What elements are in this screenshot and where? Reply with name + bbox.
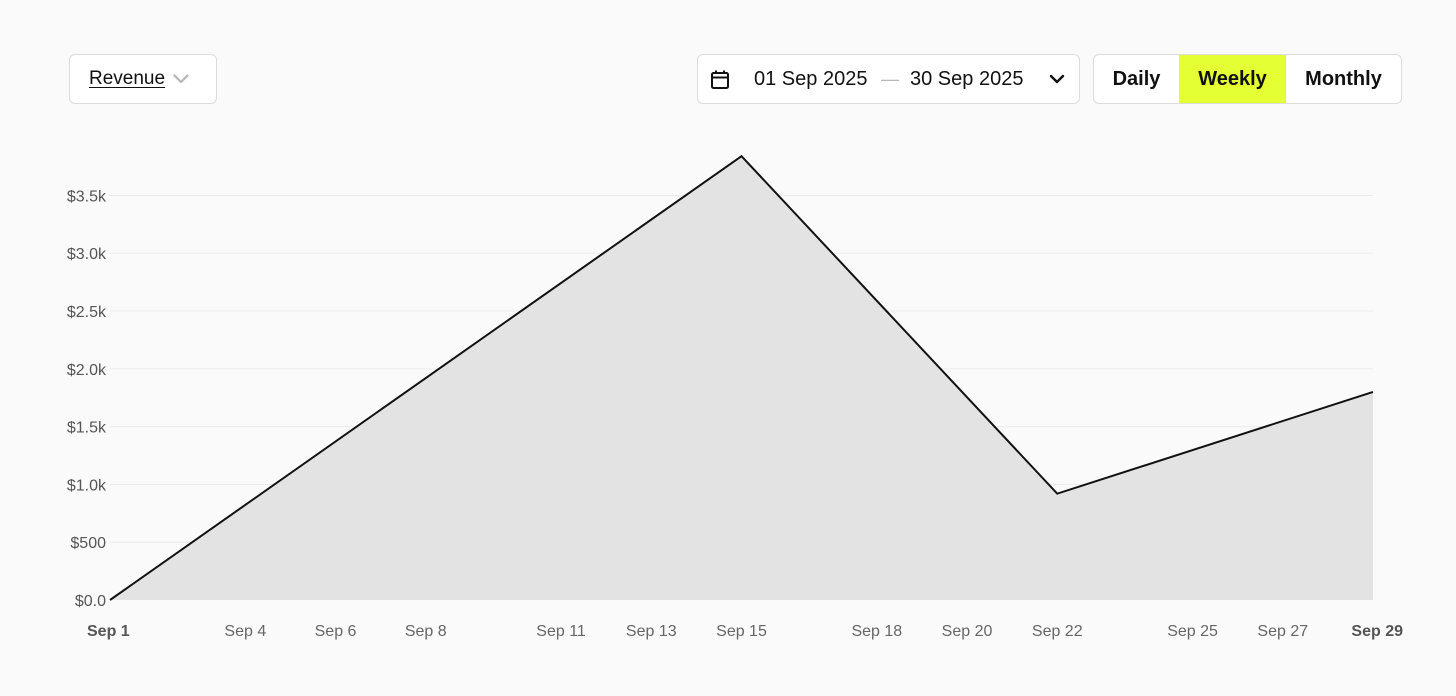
chevron-down-icon <box>173 74 189 84</box>
x-tick-label: Sep 18 <box>851 623 902 640</box>
granularity-toggle: Daily Weekly Monthly <box>1093 54 1402 104</box>
x-tick-label: Sep 1 <box>87 623 130 640</box>
date-range-picker[interactable]: 01 Sep 2025 — 30 Sep 2025 <box>697 54 1080 104</box>
revenue-area-fill <box>110 156 1373 601</box>
monthly-button[interactable]: Monthly <box>1305 67 1382 90</box>
date-range-separator: — <box>881 68 899 89</box>
x-tick-label: Sep 11 <box>536 623 586 640</box>
x-tick-label: Sep 15 <box>716 623 767 640</box>
daily-button[interactable]: Daily <box>1094 55 1180 103</box>
chevron-down-icon <box>1049 72 1065 90</box>
y-tick-label: $3.5k <box>67 188 107 205</box>
y-axis-ticks: $0.0 $500 $1.0k $1.5k $2.0k $2.5k $3.0k $3.5k <box>67 188 107 610</box>
x-tick-label: Sep 29 <box>1351 623 1403 640</box>
y-tick-label: $2.0k <box>67 362 107 379</box>
y-tick-label: $1.5k <box>67 420 107 437</box>
calendar-icon <box>711 70 729 89</box>
x-tick-label: Sep 8 <box>405 623 447 640</box>
y-tick-label: $500 <box>70 535 106 552</box>
date-range-end: 30 Sep 2025 <box>910 67 1024 90</box>
x-tick-label: Sep 22 <box>1032 623 1083 640</box>
x-tick-label: Sep 13 <box>626 623 677 640</box>
x-axis-ticks: Sep 1 Sep 4 Sep 6 Sep 8 Sep 11 Sep 13 Sep 15 Se… <box>87 623 1403 640</box>
metric-dropdown-label: Revenue <box>89 68 166 89</box>
y-tick-label: $2.5k <box>67 304 107 321</box>
x-tick-label: Sep 25 <box>1167 623 1218 640</box>
y-tick-label: $1.0k <box>67 477 107 494</box>
x-tick-label: Sep 6 <box>315 623 357 640</box>
x-tick-label: Sep 27 <box>1257 623 1308 640</box>
y-tick-label: $3.0k <box>67 246 107 263</box>
revenue-line <box>109 154 1374 601</box>
x-tick-label: Sep 20 <box>942 623 993 640</box>
weekly-button[interactable]: Weekly <box>1180 55 1286 103</box>
x-tick-label: Sep 4 <box>224 623 266 640</box>
date-range-start: 01 Sep 2025 <box>754 67 868 90</box>
chart-area-layer <box>109 154 1374 601</box>
y-tick-label: $0.0 <box>75 593 106 610</box>
metric-dropdown[interactable]: Revenue <box>69 54 217 104</box>
